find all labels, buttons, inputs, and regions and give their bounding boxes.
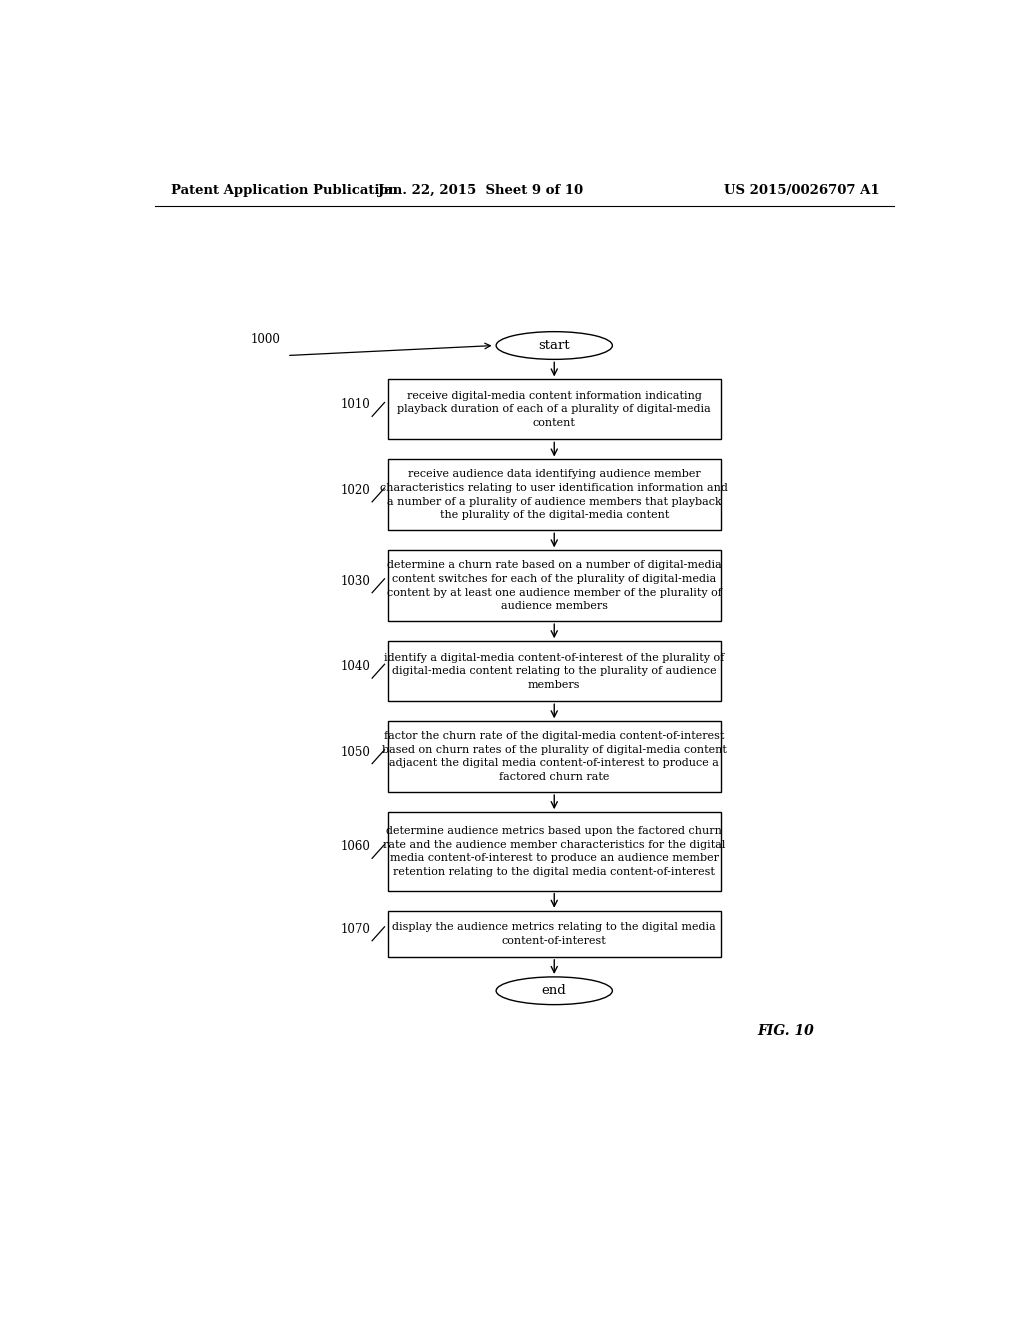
FancyBboxPatch shape xyxy=(388,812,721,891)
Ellipse shape xyxy=(496,977,612,1005)
Text: display the audience metrics relating to the digital media
content-of-interest: display the audience metrics relating to… xyxy=(392,921,716,945)
Text: start: start xyxy=(539,339,570,352)
FancyBboxPatch shape xyxy=(388,642,721,701)
FancyBboxPatch shape xyxy=(388,550,721,622)
Text: FIG. 10: FIG. 10 xyxy=(757,1024,814,1038)
Text: end: end xyxy=(542,985,566,998)
Text: US 2015/0026707 A1: US 2015/0026707 A1 xyxy=(724,185,880,197)
Text: factor the churn rate of the digital-media content-of-interest
based on churn ra: factor the churn rate of the digital-med… xyxy=(382,731,727,781)
Text: determine a churn rate based on a number of digital-media
content switches for e: determine a churn rate based on a number… xyxy=(387,561,722,611)
Text: 1020: 1020 xyxy=(341,483,371,496)
Text: 1050: 1050 xyxy=(341,746,371,759)
FancyBboxPatch shape xyxy=(388,911,721,957)
Text: 1010: 1010 xyxy=(341,399,371,412)
Text: identify a digital-media content-of-interest of the plurality of
digital-media c: identify a digital-media content-of-inte… xyxy=(384,652,724,690)
Text: determine audience metrics based upon the factored churn
rate and the audience m: determine audience metrics based upon th… xyxy=(383,826,725,876)
Text: 1070: 1070 xyxy=(341,923,371,936)
Text: receive digital-media content information indicating
playback duration of each o: receive digital-media content informatio… xyxy=(397,391,711,428)
Text: Patent Application Publication: Patent Application Publication xyxy=(171,185,397,197)
FancyBboxPatch shape xyxy=(388,459,721,531)
Text: 1040: 1040 xyxy=(341,660,371,673)
Text: 1060: 1060 xyxy=(341,841,371,853)
Text: 1000: 1000 xyxy=(251,333,281,346)
FancyBboxPatch shape xyxy=(388,379,721,440)
FancyBboxPatch shape xyxy=(388,721,721,792)
Text: receive audience data identifying audience member
characteristics relating to us: receive audience data identifying audien… xyxy=(380,470,728,520)
Ellipse shape xyxy=(496,331,612,359)
Text: Jan. 22, 2015  Sheet 9 of 10: Jan. 22, 2015 Sheet 9 of 10 xyxy=(378,185,584,197)
Text: 1030: 1030 xyxy=(341,574,371,587)
